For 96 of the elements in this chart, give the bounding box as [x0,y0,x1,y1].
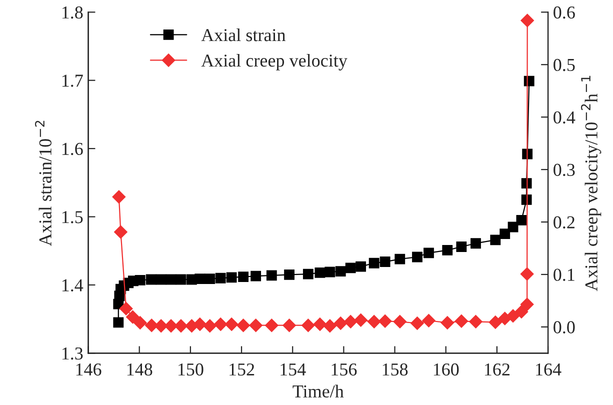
x-tick-label: 150 [178,363,204,376]
point [134,274,146,286]
x-axis-title: Time/h [292,384,344,398]
point [514,305,528,318]
point [506,309,520,322]
x-tick-label: 154 [280,363,306,376]
point [176,274,186,285]
y-tick-label: 1.6 [62,142,83,156]
x-tick-label: 164 [536,363,562,376]
point [113,317,124,328]
point [284,270,294,280]
point [313,318,327,331]
point [134,316,147,330]
point [302,268,314,280]
point [265,318,278,332]
point [156,274,166,285]
point [394,254,406,264]
x-tick-label: 156 [332,363,357,376]
y2-tick-label: 0.5 [554,58,575,72]
x-tick-label: 146 [76,363,102,376]
point [119,302,133,316]
point [249,318,262,332]
y2-tick-label: 0.2 [554,216,574,229]
point [367,315,381,328]
point [410,316,424,330]
point [236,318,250,332]
y-tick-label: 1.4 [62,279,84,292]
point [344,315,358,328]
point [354,314,368,327]
point [215,272,226,284]
point [154,319,168,332]
y2-tick-label: 0.6 [554,6,575,19]
point [516,214,527,226]
point [238,272,249,282]
point [393,315,406,328]
legend-label: Axial creep velocity [201,54,348,70]
point [226,272,237,283]
point [335,266,346,277]
point [380,256,390,267]
point [440,316,454,330]
y2-tick-label: 0.0 [554,321,575,334]
y-axis-title: Axial strain/10$^{−2}$ [35,120,52,246]
point [368,258,380,268]
point [145,318,158,332]
point [193,318,206,331]
point [469,315,482,328]
point [520,298,534,311]
point [488,316,502,329]
point [454,314,468,328]
point [345,262,356,274]
y-tick-label: 1.5 [62,211,83,224]
point [323,319,336,332]
point [203,319,216,332]
point [302,318,315,332]
point [520,267,534,281]
y2-axis-title: Axial creep velocity/10$^{−2}$h$^{−1}$ [581,76,602,292]
y2-tick-label: 0.1 [554,268,574,281]
point [314,267,326,278]
y-tick-label: 1.8 [62,6,83,19]
point [194,274,206,284]
x-tick-label: 158 [382,363,408,376]
y2-tick-label: 0.3 [554,164,575,176]
point [250,270,262,282]
x-tick-label: 160 [434,363,459,376]
x-tick-label: 148 [127,363,152,376]
point [490,234,501,246]
point [500,228,510,240]
point [422,314,436,328]
point [470,238,481,249]
point [334,316,348,330]
point [164,319,178,332]
point [324,266,336,278]
point [456,242,467,252]
point [442,244,453,256]
point [356,261,366,272]
point [214,318,228,331]
y-tick-label: 1.3 [62,347,83,360]
x-tick-label: 152 [230,363,254,376]
point [266,270,277,281]
y-tick-label: 1.7 [62,74,83,87]
y2-tick-label: 0.4 [554,111,576,124]
point [112,190,126,204]
point [174,319,188,332]
x-tick-label: 162 [484,363,510,376]
point [520,14,534,28]
point [424,248,434,258]
point [282,318,296,332]
point [412,252,422,262]
point [166,274,176,285]
point [146,274,156,285]
point [204,274,216,284]
legend-label: Axial strain [201,28,286,42]
point [378,314,392,328]
point [224,318,238,331]
point [114,225,128,239]
point [126,310,140,324]
